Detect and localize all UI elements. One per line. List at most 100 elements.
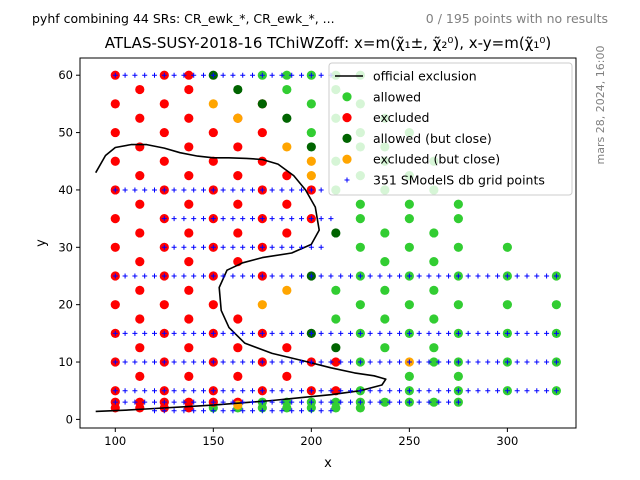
legend-marker-dot (342, 133, 352, 143)
allowed-point (282, 70, 292, 80)
grid-point (387, 388, 393, 394)
grid-point (455, 330, 461, 336)
excluded-point (135, 403, 145, 413)
grid-point (230, 399, 236, 405)
legend-label: allowed (373, 89, 421, 104)
grid-point (377, 273, 383, 279)
y-tick-label: 20 (58, 298, 73, 312)
allowed-close-point (233, 84, 243, 95)
excluded-point (184, 343, 194, 353)
excluded-close-point (306, 170, 316, 181)
grid-point (171, 388, 177, 394)
excluded-point (184, 70, 194, 80)
grid-point (318, 399, 324, 405)
grid-point (318, 359, 324, 365)
legend-marker-dot (342, 92, 352, 102)
grid-point (171, 273, 177, 279)
grid-point (122, 399, 128, 405)
grid-point (161, 273, 167, 279)
allowed-point (380, 285, 390, 295)
excluded-close-point (257, 300, 267, 310)
excluded-point (110, 156, 120, 166)
grid-point (289, 216, 295, 222)
grid-point (191, 273, 197, 279)
grid-point (406, 273, 412, 279)
grid-point (181, 408, 187, 414)
grid-point (397, 330, 403, 336)
grid-point (426, 330, 432, 336)
grid-point (181, 72, 187, 78)
legend-label: allowed (but close) (373, 131, 492, 146)
grid-point (524, 273, 530, 279)
legend-label: excluded (but close) (373, 152, 500, 167)
excluded-point (184, 371, 194, 381)
grid-point (279, 359, 285, 365)
allowed-point (502, 300, 512, 310)
grid-point (210, 187, 216, 193)
excluded-point (110, 242, 120, 252)
grid-point (250, 72, 256, 78)
grid-point (220, 216, 226, 222)
chart-title: ATLAS-SUSY-2018-16 TChiWZoff: x=m(χ̃₁±, … (105, 34, 552, 52)
grid-point (240, 244, 246, 250)
grid-point (377, 330, 383, 336)
grid-point (112, 273, 118, 279)
grid-point (308, 273, 314, 279)
grid-point (504, 388, 510, 394)
allowed-point (355, 300, 365, 310)
grid-point (210, 408, 216, 414)
grid-point (210, 244, 216, 250)
grid-point (220, 273, 226, 279)
grid-point (132, 273, 138, 279)
excluded-point (110, 99, 120, 109)
excluded-close-point (282, 285, 292, 295)
grid-point (132, 359, 138, 365)
grid-point (269, 187, 275, 193)
allowed-point (355, 242, 365, 252)
grid-point (240, 330, 246, 336)
grid-point (348, 399, 354, 405)
grid-point (210, 359, 216, 365)
grid-point (151, 72, 157, 78)
grid-point (328, 399, 334, 405)
grid-point (171, 72, 177, 78)
excluded-point (184, 285, 194, 295)
allowed-point (429, 285, 439, 295)
grid-point (377, 388, 383, 394)
excluded-point (282, 228, 292, 238)
grid-point (201, 359, 207, 365)
excluded-point (184, 113, 194, 123)
grid-point (475, 359, 481, 365)
grid-point (534, 273, 540, 279)
allowed-point (331, 314, 341, 324)
grid-point (220, 187, 226, 193)
grid-point (289, 273, 295, 279)
excluded-point (233, 228, 243, 238)
grid-point (161, 408, 167, 414)
grid-point (495, 359, 501, 365)
grid-point (446, 330, 452, 336)
grid-point (142, 359, 148, 365)
grid-point (230, 187, 236, 193)
grid-point (504, 330, 510, 336)
grid-point (181, 273, 187, 279)
allowed-point (306, 99, 316, 109)
grid-point (357, 388, 363, 394)
grid-point (465, 388, 471, 394)
y-tick-label: 30 (58, 240, 73, 254)
grid-point (122, 273, 128, 279)
allowed-point (453, 300, 463, 310)
grid-point (534, 359, 540, 365)
grid-point (230, 216, 236, 222)
grid-point (210, 399, 216, 405)
grid-point (475, 388, 481, 394)
grid-point (318, 388, 324, 394)
grid-point (259, 187, 265, 193)
grid-point (279, 408, 285, 414)
grid-point (181, 244, 187, 250)
grid-point (338, 330, 344, 336)
grid-point (485, 273, 491, 279)
grid-point (279, 399, 285, 405)
grid-point (289, 330, 295, 336)
grid-point (161, 244, 167, 250)
